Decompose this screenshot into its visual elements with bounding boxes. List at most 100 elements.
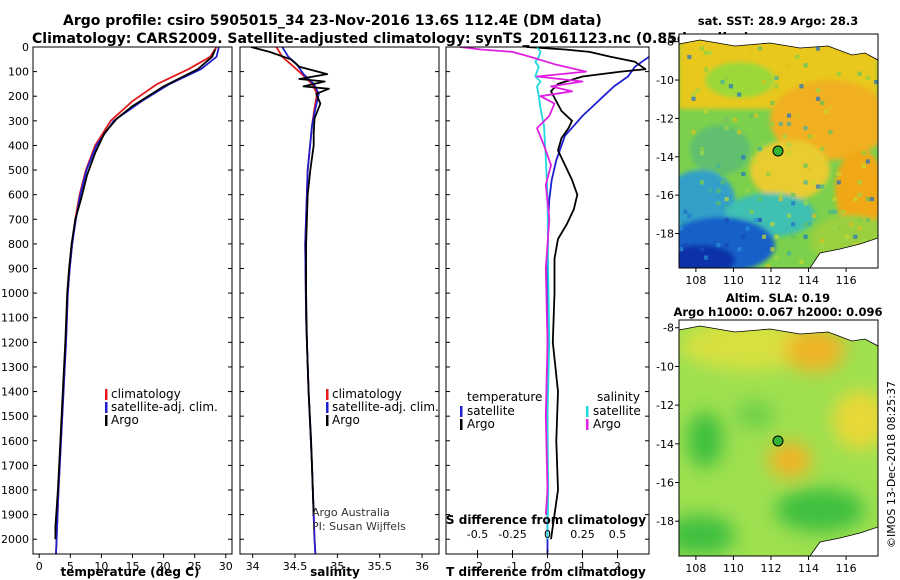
- sst-texture-cell: [703, 50, 709, 55]
- sst-texture-cell: [811, 180, 816, 185]
- sst-texture-cell: [832, 226, 837, 231]
- sst-texture-cell: [687, 54, 692, 60]
- sst-texture-cell: [857, 71, 862, 76]
- sst-texture-cell: [807, 167, 812, 172]
- difference-legend-label-salinity-argo: Argo: [593, 417, 621, 431]
- sst-texture-cell: [745, 226, 750, 231]
- salinity-x-tick-label: 35: [330, 560, 344, 573]
- sst-texture-cell: [762, 234, 767, 239]
- sst-texture-cell: [716, 188, 721, 193]
- sst-texture-cell: [803, 222, 808, 227]
- sst-texture-cell: [861, 163, 866, 168]
- map1-lat-tick-label: -14: [656, 151, 674, 164]
- difference-series-temperature-argo: [526, 47, 647, 540]
- depth-tick-label: 300: [8, 115, 29, 128]
- sst-texture-cell: [703, 109, 709, 114]
- sst-texture-cell: [716, 167, 721, 172]
- difference-x-tick-label: 0: [544, 560, 551, 573]
- sst-texture-cell: [832, 209, 837, 214]
- sst-texture-cell: [774, 234, 779, 239]
- sst-texture-cell: [795, 54, 800, 60]
- map1-lon-tick-label: 112: [760, 274, 781, 287]
- figure-title-line2: Climatology: CARS2009. Satellite-adjuste…: [32, 31, 750, 47]
- sst-texture-cell: [786, 121, 792, 126]
- salinity-legend-swatch-argo: [326, 415, 329, 426]
- depth-tick-label: 500: [8, 164, 29, 177]
- difference-series-temperature-satellite: [546, 56, 649, 554]
- depth-tick-label: 700: [8, 213, 29, 226]
- sst-map-frame: [678, 33, 879, 269]
- sst-texture-cell: [803, 63, 808, 68]
- sst-texture-cell: [699, 146, 704, 152]
- sst-texture-cell: [737, 159, 742, 164]
- depth-tick-label: 1800: [1, 484, 29, 497]
- sst-texture-cell: [811, 134, 816, 139]
- sst-texture-cell: [820, 146, 825, 152]
- depth-tick-label: 1600: [1, 435, 29, 448]
- sst-texture-cell: [857, 192, 862, 198]
- sst-texture-cell: [732, 117, 738, 122]
- difference-s-tick-label: -0.25: [498, 528, 526, 541]
- depth-tick-label: 0: [22, 41, 29, 54]
- difference-panel: -2 -1 0 1 2 -0.5 -0.25 0 0.25 0.5 T difference fr…: [445, 46, 650, 579]
- sst-texture-cell: [699, 46, 704, 51]
- depth-tick-label: 1900: [1, 509, 29, 522]
- sst-texture-cell: [737, 247, 742, 252]
- sst-texture-cell: [815, 88, 821, 93]
- sst-texture-cell: [699, 151, 704, 156]
- sst-texture-cell: [861, 151, 866, 156]
- salinity-series-climatology: [275, 47, 318, 554]
- sst-texture-cell: [716, 243, 721, 248]
- salinity-x-tick-label: 34.5: [283, 560, 308, 573]
- map1-lon-tick-label: 110: [723, 274, 744, 287]
- sst-texture-cell: [778, 71, 783, 76]
- difference-x-tick-label: -1: [507, 560, 518, 573]
- sst-texture-cell: [828, 209, 833, 214]
- sst-texture-cell: [720, 79, 725, 85]
- sst-texture-cell: [741, 171, 746, 177]
- salinity-legend-swatch-climatology: [326, 389, 329, 400]
- sst-texture-cell: [753, 217, 758, 223]
- sst-texture-cell: [757, 197, 763, 202]
- sst-texture-cell: [778, 121, 783, 126]
- temperature-x-tick-label: 0: [36, 560, 43, 573]
- sst-texture-cell: [691, 130, 696, 135]
- sst-texture-cell: [766, 263, 771, 268]
- sst-texture-cell: [770, 121, 775, 126]
- difference-legend-label-salinity-satellite: satellite: [593, 404, 641, 418]
- difference-s-tick-label: 0: [544, 528, 551, 541]
- sst-texture-cell: [865, 75, 870, 80]
- map2-lon-tick-label: 114: [798, 562, 819, 575]
- sst-texture-cell: [791, 201, 796, 206]
- sst-texture-cell: [869, 197, 875, 202]
- sst-texture-cell: [811, 213, 816, 218]
- difference-legend-temperature-title: temperature: [467, 390, 542, 404]
- sst-texture-cell: [757, 146, 763, 152]
- sst-texture-cell: [824, 155, 829, 160]
- map1-lat-tick-label: -18: [656, 227, 674, 240]
- salinity-x-tick-label: 36: [415, 560, 429, 573]
- depth-tick-label: 2000: [1, 533, 29, 546]
- sst-texture-cell: [786, 142, 792, 147]
- sst-texture-cell: [807, 134, 812, 139]
- sst-texture-cell: [845, 234, 850, 239]
- map2-lat-tick-label: -8: [663, 322, 674, 335]
- temperature-x-tick-label: 10: [94, 560, 108, 573]
- sst-texture-cell: [786, 63, 792, 68]
- map2-lon-tick-label: 108: [685, 562, 706, 575]
- sst-texture-cell: [853, 234, 858, 239]
- map1-lat-tick-label: -10: [656, 74, 674, 87]
- sst-texture-cell: [799, 84, 804, 89]
- imos-credit: ©IMOS 13-Dec-2018 08:25:37: [885, 381, 898, 548]
- map1-lat-tick-label: -16: [656, 189, 674, 202]
- sst-texture-cell: [703, 255, 709, 260]
- sst-texture-cell: [708, 50, 713, 55]
- sst-texture-cell: [824, 109, 829, 114]
- difference-legend-label-temperature-satellite: satellite: [467, 404, 515, 418]
- map2-lat-tick-label: -14: [656, 438, 674, 451]
- temperature-axis-label: temperature (deg C): [61, 565, 200, 579]
- sst-texture-cell: [820, 100, 825, 106]
- salinity-series-satellite-adj-clim: [281, 47, 320, 554]
- depth-tick-label: 200: [8, 90, 29, 103]
